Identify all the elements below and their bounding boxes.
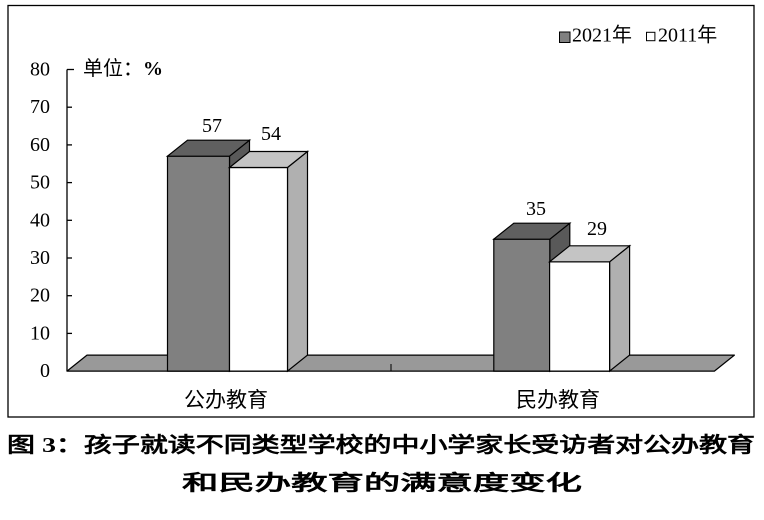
- svg-text:图 3：孩子就读不同类型学校的中小学家长受访者对公办教育: 图 3：孩子就读不同类型学校的中小学家长受访者对公办教育: [7, 433, 755, 457]
- svg-text:60: 60: [30, 134, 50, 156]
- svg-text:80: 80: [30, 59, 50, 81]
- svg-text:54: 54: [261, 123, 281, 145]
- svg-text:公办教育: 公办教育: [184, 388, 268, 412]
- svg-text:单位：%: 单位：%: [83, 57, 163, 80]
- svg-text:50: 50: [30, 172, 50, 194]
- svg-text:和民办教育的满意度变化: 和民办教育的满意度变化: [182, 471, 582, 495]
- svg-text:2011年: 2011年: [658, 24, 717, 47]
- svg-text:0: 0: [40, 360, 50, 382]
- svg-text:35: 35: [526, 198, 546, 220]
- svg-text:20: 20: [30, 285, 50, 307]
- svg-text:30: 30: [30, 247, 50, 269]
- svg-text:29: 29: [587, 218, 607, 240]
- svg-text:70: 70: [30, 96, 50, 118]
- svg-text:10: 10: [30, 322, 50, 344]
- svg-text:民办教育: 民办教育: [516, 388, 600, 412]
- svg-text:2021年: 2021年: [572, 24, 632, 47]
- svg-text:40: 40: [30, 209, 50, 231]
- svg-text:57: 57: [202, 115, 222, 137]
